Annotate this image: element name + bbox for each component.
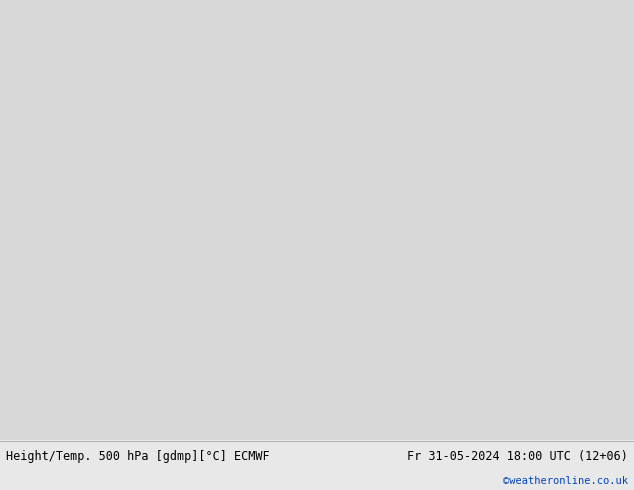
Text: Height/Temp. 500 hPa [gdmp][°C] ECMWF: Height/Temp. 500 hPa [gdmp][°C] ECMWF	[6, 449, 270, 463]
Text: Fr 31-05-2024 18:00 UTC (12+06): Fr 31-05-2024 18:00 UTC (12+06)	[407, 449, 628, 463]
Text: ©weatheronline.co.uk: ©weatheronline.co.uk	[503, 476, 628, 486]
